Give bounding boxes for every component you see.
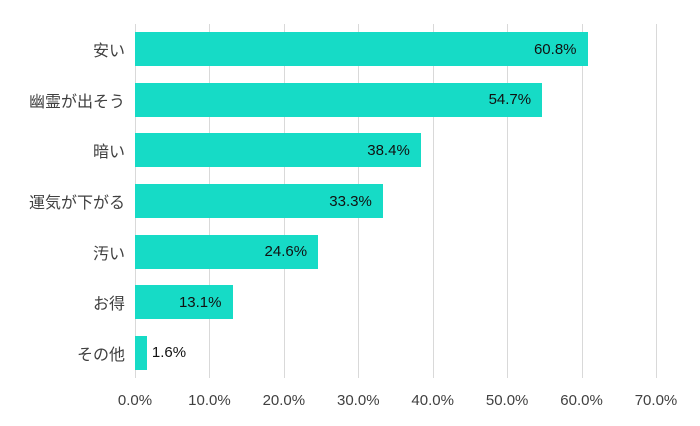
bar	[135, 335, 147, 370]
data-label: 13.1%	[178, 293, 222, 311]
gridline	[507, 24, 509, 378]
x-tick-label: 60.0%	[560, 392, 603, 409]
category-label: その他	[76, 346, 125, 364]
x-tick-label: 0.0%	[117, 392, 153, 409]
data-label: 33.3%	[329, 192, 372, 210]
data-label: 38.4%	[367, 141, 410, 159]
x-tick-label: 50.0%	[485, 392, 529, 409]
bar: 60.8%	[135, 32, 588, 67]
x-tick-label: 30.0%	[337, 392, 380, 409]
category-label: 運気が下がる	[28, 194, 125, 212]
category-label: 汚い	[92, 245, 125, 263]
data-label: 24.6%	[264, 243, 308, 261]
x-tick-label: 70.0%	[634, 392, 678, 409]
data-label: 60.8%	[533, 40, 577, 58]
bar: 54.7%	[135, 82, 543, 117]
x-tick-label: 10.0%	[188, 392, 231, 409]
category-label: 幽霊が出そう	[28, 93, 125, 111]
x-tick-label: 40.0%	[411, 392, 454, 409]
x-tick-label: 20.0%	[262, 392, 306, 409]
gridline	[656, 24, 657, 378]
bar: 24.6%	[135, 234, 319, 269]
bar: 13.1%	[135, 285, 233, 320]
category-label: 暗い	[92, 144, 125, 162]
gridline	[432, 24, 434, 378]
bar: 33.3%	[135, 184, 383, 218]
data-label: 1.6%	[151, 344, 187, 362]
category-label: お得	[92, 296, 125, 314]
category-label: 安い	[92, 43, 125, 61]
gridline	[581, 24, 583, 378]
data-label: 54.7%	[488, 91, 532, 109]
bar: 38.4%	[135, 133, 421, 168]
